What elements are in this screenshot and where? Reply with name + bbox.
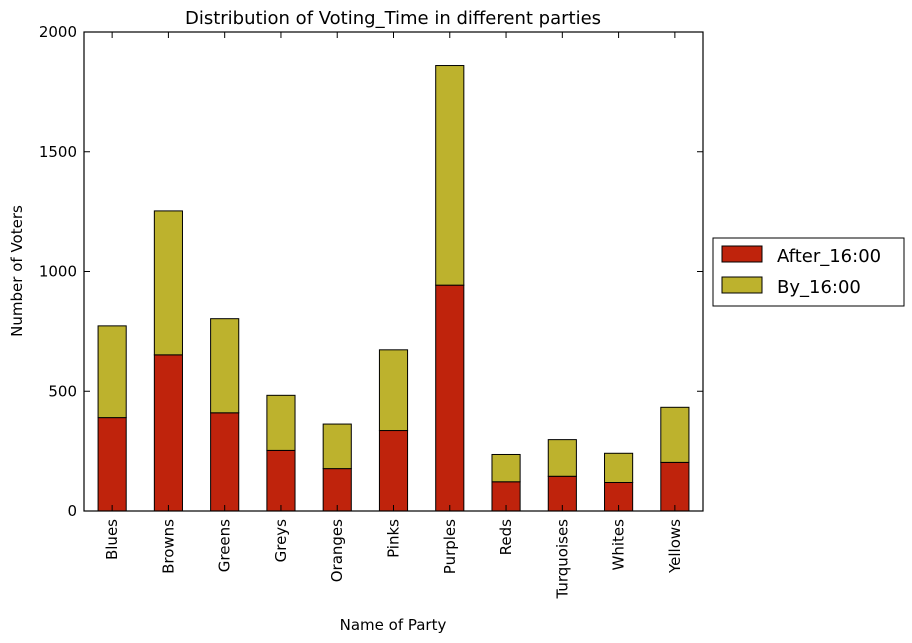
x-tick-label-browns: Browns [159, 519, 177, 574]
x-tick-label-purples: Purples [441, 519, 459, 574]
bar-pinks-after-16-00 [378, 430, 409, 512]
y-tick-label: 2000 [39, 23, 77, 41]
bar-reds-by-16-00 [491, 453, 521, 483]
bar-turquoises-by-16-00 [547, 439, 577, 477]
bar-browns-by-16-00 [153, 210, 183, 356]
bar-oranges-after-16-00 [322, 468, 352, 512]
x-tick-label-greens: Greens [216, 519, 234, 572]
y-tick-label: 1500 [39, 143, 77, 161]
legend-label-after-16: After_16:00 [777, 246, 881, 267]
bar-browns-after-16-00 [153, 354, 183, 512]
bar-blues-by-16-00 [97, 325, 127, 419]
bar-pinks-by-16-00 [378, 349, 409, 432]
bar-whites-by-16-00 [604, 452, 634, 483]
bar-purples-after-16-00 [435, 284, 465, 512]
bar-yellows-after-16-00 [660, 461, 690, 512]
bar-blues-after-16-00 [97, 417, 127, 512]
legend-swatch-by-16 [721, 276, 763, 294]
x-axis-label: Name of Party [340, 616, 447, 634]
y-axis-label: Number of Voters [8, 205, 26, 337]
legend: After_16:00 By_16:00 [712, 237, 905, 307]
bar-purples-by-16-00 [435, 65, 465, 286]
y-tick-label: 0 [67, 502, 77, 520]
bar-greens-after-16-00 [210, 412, 240, 512]
x-tick-label-oranges: Oranges [328, 519, 346, 582]
x-tick-label-greys: Greys [272, 519, 290, 563]
bars-group [97, 65, 690, 512]
bar-greys-after-16-00 [266, 449, 296, 512]
x-tick-label-yellows: Yellows [666, 519, 684, 574]
bar-greys-by-16-00 [266, 394, 296, 451]
bar-greens-by-16-00 [210, 318, 240, 414]
y-tick-label: 1000 [39, 263, 77, 281]
x-tick-label-reds: Reds [497, 519, 515, 555]
x-axis-ticks: Blues Browns Greens Greys Oranges Pinks Purple… [103, 32, 684, 600]
plot-frame [83, 31, 704, 512]
y-axis-ticks: 0 500 1000 1500 2000 [39, 23, 703, 520]
legend-swatch-after-16 [721, 245, 763, 263]
bar-oranges-by-16-00 [322, 423, 352, 470]
x-tick-label-whites: Whites [610, 519, 628, 571]
x-tick-label-blues: Blues [103, 519, 121, 560]
legend-label-by-16: By_16:00 [777, 277, 861, 298]
x-tick-label-turquoises: Turquoises [553, 519, 571, 600]
x-tick-label-pinks: Pinks [385, 519, 403, 558]
chart-title: Distribution of Voting_Time in different… [185, 8, 601, 29]
y-tick-label: 500 [48, 382, 77, 400]
bar-yellows-by-16-00 [660, 406, 690, 463]
